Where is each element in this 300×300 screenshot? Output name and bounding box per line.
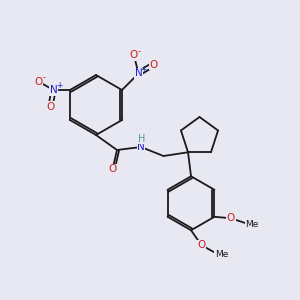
Text: O: O xyxy=(149,59,158,70)
Text: O: O xyxy=(34,76,43,87)
Text: N: N xyxy=(135,68,142,79)
Text: H: H xyxy=(138,134,145,144)
Text: N: N xyxy=(137,142,145,152)
Text: O: O xyxy=(197,240,206,250)
Text: O: O xyxy=(130,50,138,61)
Text: O: O xyxy=(227,213,235,223)
Text: Me: Me xyxy=(215,250,228,259)
Text: O: O xyxy=(46,101,55,112)
Text: +: + xyxy=(56,81,62,90)
Text: -: - xyxy=(42,74,45,82)
Text: -: - xyxy=(138,47,141,56)
Text: O: O xyxy=(108,164,117,175)
Text: N: N xyxy=(50,85,57,95)
Text: +: + xyxy=(141,64,147,74)
Text: Me: Me xyxy=(245,220,259,229)
